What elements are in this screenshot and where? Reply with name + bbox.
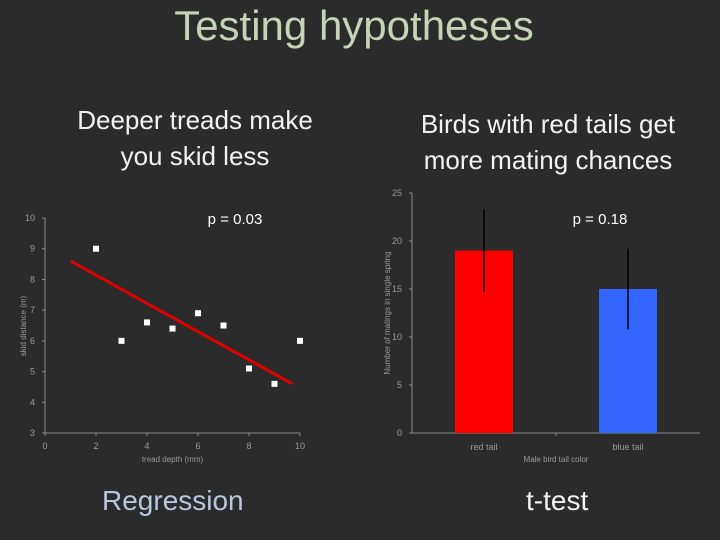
bar-y-tick-label: 5 bbox=[397, 380, 402, 390]
scatter-y-tick-label: 7 bbox=[30, 305, 35, 315]
bar-y-tick-label: 15 bbox=[392, 284, 402, 294]
scatter-point bbox=[118, 337, 125, 344]
bar-y-axis-title: Number of matings in single spring bbox=[383, 251, 392, 374]
scatter-point bbox=[220, 322, 227, 329]
bar-y-tick-label: 20 bbox=[392, 236, 402, 246]
scatter-x-tick-label: 10 bbox=[295, 441, 305, 451]
ttest-caption: t-test bbox=[526, 485, 589, 516]
scatter-x-tick-label: 2 bbox=[93, 441, 98, 451]
bar-y-tick-label: 25 bbox=[392, 188, 402, 198]
scatter-y-tick-label: 4 bbox=[30, 397, 35, 407]
scatter-point bbox=[169, 325, 176, 332]
scatter-x-tick-label: 0 bbox=[42, 441, 47, 451]
bar-category-label: blue tail bbox=[612, 442, 643, 452]
bar-category-label: red tail bbox=[470, 442, 497, 452]
regression-heading: Deeper treads make you skid less bbox=[77, 105, 313, 171]
bar-y-tick-label: 10 bbox=[392, 332, 402, 342]
scatter-point bbox=[195, 310, 201, 317]
regression-caption: Regression bbox=[102, 485, 244, 516]
scatter-y-tick-label: 10 bbox=[25, 213, 35, 223]
slide-title: Testing hypotheses bbox=[174, 2, 534, 49]
bar-y-tick-label: 0 bbox=[397, 428, 402, 438]
scatter-point bbox=[297, 337, 303, 344]
scatter-x-tick-label: 6 bbox=[195, 441, 200, 451]
scatter-point bbox=[246, 365, 252, 372]
regression-line bbox=[69, 259, 294, 386]
ttest-p-value: p = 0.18 bbox=[573, 211, 628, 228]
scatter-x-tick-label: 4 bbox=[144, 441, 149, 451]
scatter-x-axis-title: tread depth (mm) bbox=[142, 455, 204, 464]
scatter-y-tick-label: 9 bbox=[30, 244, 35, 254]
scatter-y-tick-label: 3 bbox=[30, 428, 35, 438]
regression-p-value: p = 0.03 bbox=[208, 211, 263, 228]
scatter-x-tick-label: 8 bbox=[246, 441, 251, 451]
scatter-y-tick-label: 6 bbox=[30, 336, 35, 346]
scatter-point bbox=[93, 245, 99, 252]
bar-x-axis-title: Male bird tail color bbox=[524, 455, 589, 464]
scatter-point bbox=[144, 319, 150, 326]
scatter-y-axis-title: skid distance (m) bbox=[19, 295, 28, 356]
scatter-y-tick-label: 5 bbox=[30, 367, 35, 377]
scatter-y-tick-label: 8 bbox=[30, 274, 35, 284]
ttest-heading: Birds with red tails get more mating cha… bbox=[420, 109, 676, 175]
scatter-point bbox=[271, 380, 278, 387]
